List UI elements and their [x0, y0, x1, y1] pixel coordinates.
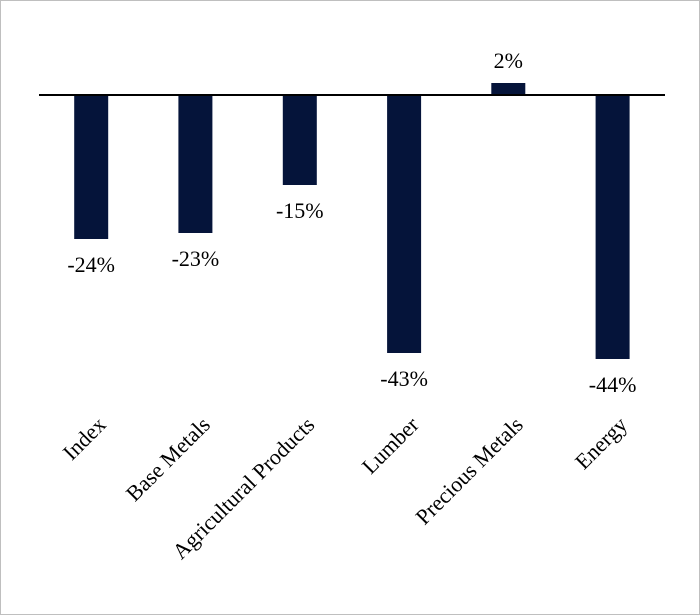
data-label-agricultural-products: -15%	[276, 198, 324, 223]
bar-lumber	[387, 95, 422, 353]
bar-energy	[595, 95, 630, 359]
category-label-lumber: Lumber	[357, 411, 424, 478]
category-label-energy: Energy	[570, 412, 632, 474]
bars-group	[74, 83, 630, 359]
data-label-lumber: -43%	[380, 366, 428, 391]
data-label-base-metals: -23%	[172, 246, 220, 271]
category-label-index: Index	[58, 412, 111, 465]
data-label-energy: -44%	[589, 372, 637, 397]
data-labels-group: -24% -23% -15% -43% 2% -44%	[67, 48, 636, 397]
bar-precious-metals	[491, 83, 526, 95]
bar-index	[74, 95, 109, 239]
bar-base-metals	[178, 95, 213, 233]
bar-agricultural-products	[282, 95, 317, 185]
data-label-precious-metals: 2%	[494, 48, 523, 73]
category-label-base-metals: Base Metals	[121, 412, 215, 506]
data-label-index: -24%	[67, 252, 115, 277]
category-label-precious-metals: Precious Metals	[410, 412, 527, 529]
